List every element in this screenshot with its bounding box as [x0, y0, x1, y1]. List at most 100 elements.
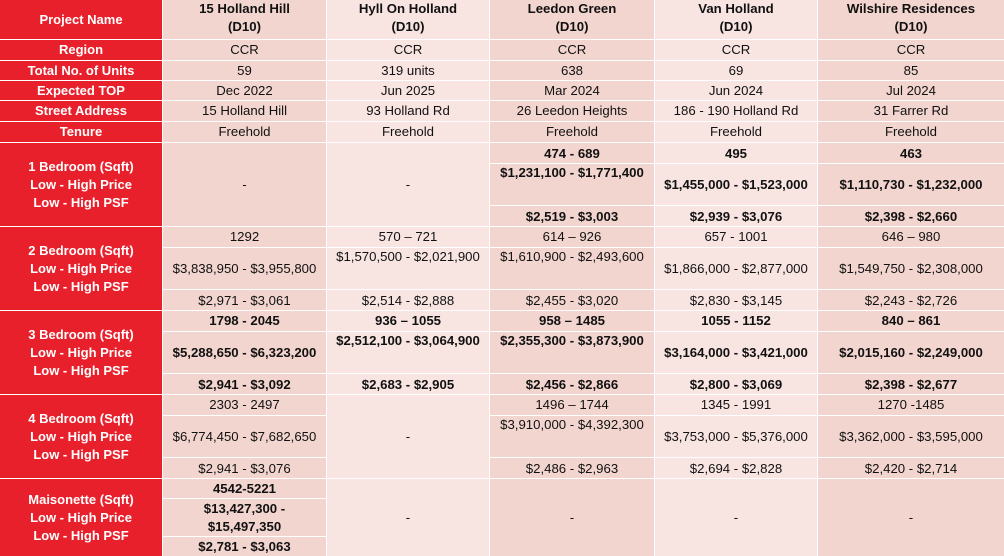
bed2-price-cell: $3,838,950 - $3,955,800	[162, 248, 326, 290]
cell-text: 31 Farrer Rd	[873, 103, 949, 118]
size-text: 936 – 1055	[374, 313, 441, 328]
project-district: (D10)	[719, 19, 753, 34]
psf-text: $2,939 - $3,076	[689, 209, 783, 224]
label-line: Low - High PSF	[33, 194, 129, 210]
dash-text: -	[242, 176, 247, 192]
label-top: Expected TOP	[0, 81, 162, 101]
price-text: $3,838,950 - $3,955,800	[172, 260, 317, 276]
cell-text: CCR	[557, 42, 587, 57]
cell-text: CCR	[721, 42, 751, 57]
label-maisonette: Maisonette (Sqft) Low - High Price Low -…	[0, 479, 162, 556]
psf-text: $2,941 - $3,092	[198, 377, 291, 392]
cell-text: Jun 2025	[380, 82, 436, 98]
cell-text: Jul 2024	[886, 82, 936, 98]
label-line: Low - High Price	[30, 428, 132, 444]
bed2-size-cell: 646 – 980	[817, 227, 1004, 248]
maisonette-size-cell: 4542-5221	[162, 479, 326, 499]
bed4-psf-cell: $2,694 - $2,828	[654, 458, 817, 479]
bed2-price-cell: $1,610,900 - $2,493,600	[489, 248, 654, 290]
price-text: $3,164,000 - $3,421,000	[664, 344, 808, 360]
cell-text: Freehold	[545, 124, 599, 139]
price-text: $1,610,900 - $2,493,600	[500, 249, 644, 264]
label-text: Region	[58, 42, 104, 57]
cell-text: Freehold	[709, 124, 763, 139]
cell-text: Jun 2024	[708, 82, 764, 98]
bed3-psf-cell: $2,398 - $2,677	[817, 374, 1004, 395]
bed1-price-cell: $1,455,000 - $1,523,000	[654, 164, 817, 206]
label-text: Total No. of Units	[27, 62, 135, 78]
address-cell: 93 Holland Rd	[326, 101, 489, 122]
size-text: 1270 -1485	[877, 397, 945, 412]
price-text: $13,427,300 -	[203, 500, 286, 516]
bed4-size-cell: 1270 -1485	[817, 395, 1004, 416]
tenure-cell: Freehold	[654, 122, 817, 143]
dash-text: -	[405, 428, 411, 444]
bed2-price-cell: $1,549,750 - $2,308,000	[817, 248, 1004, 290]
cell-text: 26 Leedon Heights	[516, 103, 628, 118]
size-text: 657 - 1001	[704, 229, 768, 244]
tenure-cell: Freehold	[817, 122, 1004, 143]
region-cell: CCR	[162, 40, 326, 61]
label-line: Low - High PSF	[33, 278, 129, 294]
address-cell: 26 Leedon Heights	[489, 101, 654, 122]
label-bed1: 1 Bedroom (Sqft) Low - High Price Low - …	[0, 143, 162, 227]
bed3-price-cell: $2,355,300 - $3,873,900	[489, 332, 654, 374]
size-text: 1496 – 1744	[535, 397, 609, 412]
bed2-psf-cell: $2,971 - $3,061	[162, 290, 326, 311]
bed4-price-cell: $3,753,000 - $5,376,000	[654, 416, 817, 458]
psf-text: $2,243 - $2,726	[864, 293, 958, 308]
label-line: Low - High PSF	[33, 362, 129, 378]
cell-text: 85	[903, 62, 919, 78]
label-line: 1 Bedroom (Sqft)	[28, 158, 134, 174]
bed1-price-cell: $1,110,730 - $1,232,000	[817, 164, 1004, 206]
region-cell: CCR	[489, 40, 654, 61]
size-text: 570 – 721	[378, 229, 438, 244]
size-text: 840 – 861	[881, 313, 941, 328]
maisonette-empty-cell: -	[326, 479, 489, 556]
maisonette-empty-cell: -	[654, 479, 817, 556]
cell-text: 93 Holland Rd	[366, 103, 450, 118]
bed3-size-cell: 1798 - 2045	[162, 311, 326, 332]
units-cell: 69	[654, 61, 817, 81]
label-text: Tenure	[59, 124, 103, 139]
label-tenure: Tenure	[0, 122, 162, 143]
region-cell: CCR	[654, 40, 817, 61]
bed4-empty-cell: -	[326, 395, 489, 479]
project-name: Wilshire Residences	[846, 1, 976, 16]
bed1-psf-cell: $2,398 - $2,660	[817, 206, 1004, 227]
bed2-size-cell: 570 – 721	[326, 227, 489, 248]
label-line: Low - High Price	[30, 344, 132, 360]
label-line: Low - High Price	[30, 260, 132, 276]
psf-text: $2,456 - $2,866	[525, 377, 619, 392]
psf-text: $2,971 - $3,061	[198, 293, 291, 308]
project-header: 15 Holland Hill (D10)	[162, 0, 326, 40]
label-text: Street Address	[35, 103, 127, 118]
size-text: 614 – 926	[542, 229, 602, 244]
maisonette-psf-cell: $2,781 - $3,063	[162, 537, 326, 556]
psf-text: $2,781 - $3,063	[198, 539, 291, 554]
address-cell: 15 Holland Hill	[162, 101, 326, 122]
tenure-cell: Freehold	[489, 122, 654, 143]
bed4-size-cell: 1345 - 1991	[654, 395, 817, 416]
cell-text: Dec 2022	[216, 82, 273, 98]
project-district: (D10)	[555, 19, 589, 34]
project-district: (D10)	[894, 19, 928, 34]
bed3-price-cell: $2,512,100 - $3,064,900	[326, 332, 489, 374]
label-line: Low - High Price	[30, 509, 132, 525]
psf-text: $2,800 - $3,069	[689, 377, 783, 392]
project-name: 15 Holland Hill	[199, 1, 290, 16]
bed1-psf-cell: $2,519 - $3,003	[489, 206, 654, 227]
top-cell: Jun 2024	[654, 81, 817, 101]
bed2-psf-cell: $2,514 - $2,888	[326, 290, 489, 311]
label-text: Project Name	[39, 11, 123, 27]
bed1-size-cell: 463	[817, 143, 1004, 164]
bed2-price-cell: $1,570,500 - $2,021,900	[326, 248, 489, 290]
psf-text: $2,398 - $2,660	[864, 209, 958, 224]
bed2-size-cell: 657 - 1001	[654, 227, 817, 248]
size-text: 1798 - 2045	[209, 313, 280, 328]
bed3-size-cell: 936 – 1055	[326, 311, 489, 332]
label-bed4: 4 Bedroom (Sqft) Low - High Price Low - …	[0, 395, 162, 479]
top-cell: Jul 2024	[817, 81, 1004, 101]
price-text: $2,015,160 - $2,249,000	[839, 344, 983, 360]
bed1-price-cell: $1,231,100 - $1,771,400	[489, 164, 654, 206]
